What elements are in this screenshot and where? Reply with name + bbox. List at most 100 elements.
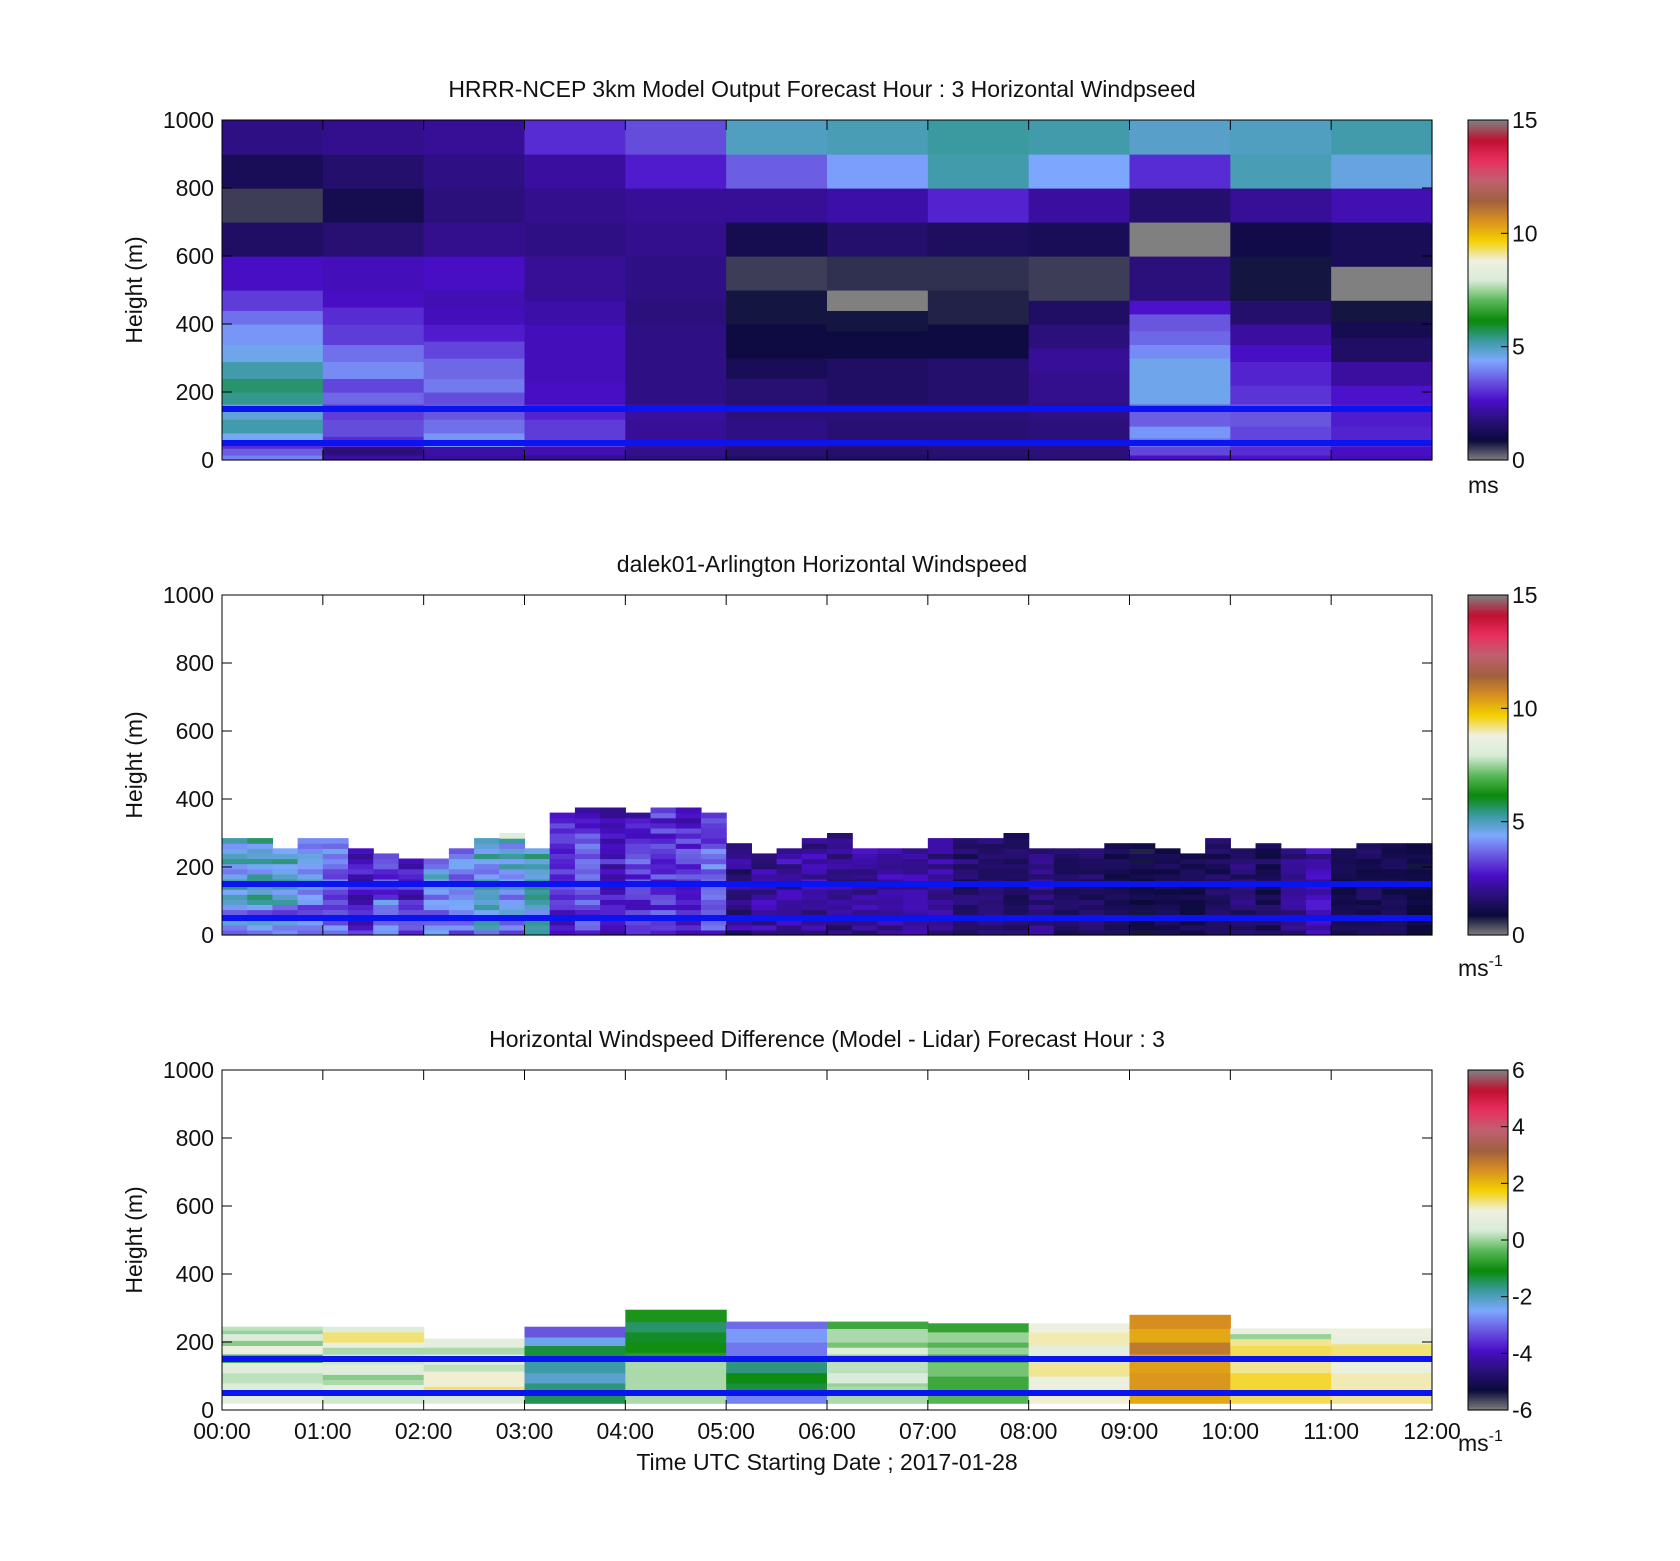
heatmap-cell	[700, 904, 727, 911]
colorbar-segment	[1468, 1368, 1508, 1371]
heatmap-cell	[574, 873, 601, 880]
heatmap-cell	[1154, 894, 1181, 900]
colorbar-segment	[1468, 184, 1508, 187]
heatmap-cell	[499, 909, 526, 916]
colorbar-segment	[1468, 390, 1508, 393]
heatmap-cell	[247, 843, 274, 849]
colorbar-segment	[1468, 749, 1508, 752]
heatmap-cell	[1079, 858, 1105, 865]
colorbar-segment	[1468, 422, 1508, 425]
colorbar-segment	[1468, 635, 1508, 638]
heatmap-cell	[827, 833, 853, 839]
colorbar-segment	[1468, 793, 1508, 796]
colorbar-segment	[1468, 871, 1508, 874]
heatmap-cell	[1305, 894, 1332, 900]
heatmap-cell	[398, 889, 425, 895]
heatmap-cell	[1305, 889, 1332, 895]
heatmap-cell	[953, 838, 979, 844]
heatmap-cell	[1230, 889, 1257, 895]
colorbar-segment	[1468, 1234, 1508, 1237]
heatmap-cell	[474, 853, 500, 860]
heatmap-cell	[222, 310, 324, 325]
heatmap-cell	[827, 909, 853, 916]
heatmap-cell	[373, 863, 400, 870]
heatmap-cell	[1331, 266, 1433, 301]
heatmap-cell	[776, 863, 803, 870]
colorbar-segment	[1468, 354, 1508, 357]
heatmap-cell	[1280, 889, 1307, 895]
heatmap-cell	[650, 858, 677, 865]
heatmap-cell	[1356, 868, 1383, 875]
heatmap-cell	[625, 838, 652, 844]
heatmap-cell	[1230, 1328, 1332, 1335]
colorbar-segment	[1468, 180, 1508, 183]
colorbar-segment	[1468, 372, 1508, 375]
colorbar-segment	[1468, 226, 1508, 229]
heatmap-cell	[1079, 899, 1105, 905]
heatmap-cell	[1079, 863, 1105, 870]
heatmap-cell	[978, 894, 1005, 900]
heatmap-cell	[1331, 1336, 1433, 1345]
heatmap-cell	[1230, 909, 1257, 916]
x-tick-label: 05:00	[697, 1418, 755, 1444]
colorbar-segment	[1468, 312, 1508, 315]
heatmap-cell	[423, 894, 450, 900]
heatmap-cell	[1305, 909, 1332, 916]
colorbar-segment	[1468, 921, 1508, 924]
heatmap-cell	[222, 454, 324, 461]
colorbar-segment	[1468, 336, 1508, 339]
colorbar-segment	[1468, 272, 1508, 275]
colorbar-segment	[1468, 1322, 1508, 1325]
heatmap-cell	[1028, 889, 1055, 895]
heatmap-cell	[953, 858, 979, 865]
colorbar-segment	[1468, 1146, 1508, 1149]
heatmap-cell	[751, 929, 778, 936]
colorbar-segment	[1468, 1270, 1508, 1273]
heatmap-cell	[348, 929, 374, 936]
heatmap-cell	[1053, 853, 1080, 860]
heatmap-cell	[524, 1336, 626, 1346]
colorbar-segment	[1468, 1172, 1508, 1175]
heatmap-cell	[927, 446, 1030, 456]
heatmap-cell	[1205, 848, 1231, 854]
heatmap-cell	[1129, 889, 1156, 895]
colorbar-segment	[1468, 715, 1508, 718]
heatmap-cell	[448, 863, 475, 870]
heatmap-cell	[1406, 899, 1433, 905]
heatmap-cell	[1079, 868, 1105, 875]
colorbar-segment	[1468, 625, 1508, 628]
colorbar-segment	[1468, 284, 1508, 287]
heatmap-cell	[1104, 909, 1131, 916]
heatmap-cell	[953, 868, 979, 875]
colorbar-segment	[1468, 260, 1508, 263]
heatmap-cell	[1154, 904, 1181, 911]
heatmap-cell	[423, 1370, 526, 1387]
colorbar-segment	[1468, 845, 1508, 848]
colorbar-segment	[1468, 839, 1508, 842]
heatmap-cell	[650, 817, 677, 824]
colorbar-segment	[1468, 1248, 1508, 1251]
unit-superscript: -1	[1489, 953, 1503, 970]
heatmap-cell	[600, 827, 626, 834]
heatmap-cell	[247, 868, 274, 875]
colorbar-segment	[1468, 743, 1508, 746]
colorbar-segment	[1468, 897, 1508, 900]
heatmap-cell	[625, 1321, 727, 1333]
heatmap-cell	[524, 858, 551, 865]
heatmap-cell	[1280, 904, 1307, 911]
heatmap-cell	[700, 873, 727, 880]
heatmap-cell	[801, 924, 828, 931]
colorbar-segment	[1468, 665, 1508, 668]
heatmap-cell	[877, 894, 904, 900]
heatmap-cell	[1154, 909, 1181, 916]
colorbar-segment	[1468, 1334, 1508, 1337]
heatmap-cell	[1230, 868, 1257, 875]
heatmap-cell	[373, 904, 400, 911]
colorbar-segment	[1468, 306, 1508, 309]
heatmap-cell	[549, 909, 576, 916]
heatmap-cell	[1028, 1376, 1131, 1391]
heatmap-cell	[474, 868, 500, 875]
heatmap-cell	[524, 222, 626, 257]
heatmap-cell	[222, 448, 324, 456]
heatmap-cell	[1003, 838, 1030, 844]
